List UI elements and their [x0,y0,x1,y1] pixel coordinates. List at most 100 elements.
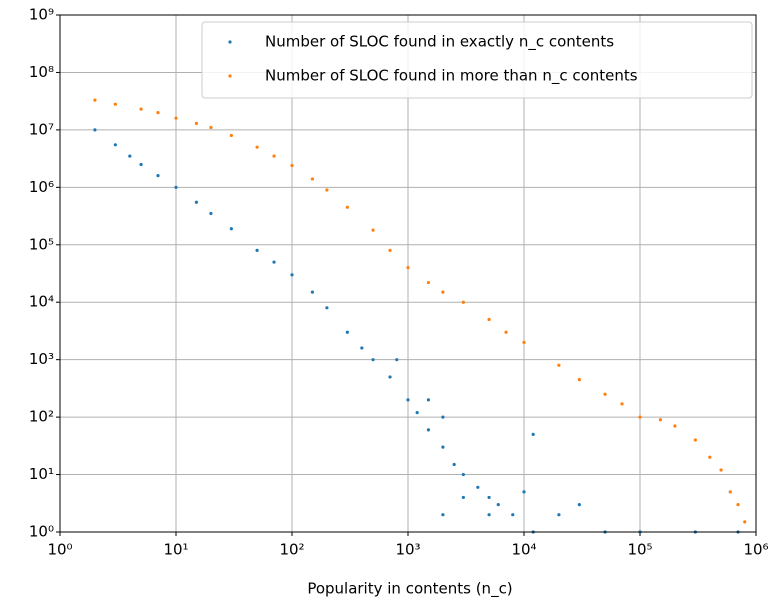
point [406,266,410,270]
point [371,358,375,362]
point [658,418,663,422]
point [557,513,561,517]
legend-marker [228,74,232,78]
x-tick-label: 10² [279,541,304,559]
y-tick-label: 10⁶ [29,178,54,196]
x-tick-label: 10¹ [163,541,188,559]
point [310,290,315,294]
point [736,502,740,507]
point [452,462,456,467]
point [461,495,465,500]
point [113,143,117,147]
point [156,110,160,115]
point [113,102,117,106]
point [310,177,315,181]
point [229,227,233,231]
x-tick-label: 10⁵ [627,541,652,559]
legend-box [201,21,753,99]
point [93,98,97,102]
y-tick-label: 10² [29,408,54,426]
point [728,490,732,494]
point [557,363,561,367]
point [255,248,259,252]
point [406,398,410,402]
y-tick-label: 10⁸ [29,63,54,81]
point [209,125,213,130]
point [325,188,329,192]
point [325,306,329,310]
point [620,402,624,406]
point [426,398,431,402]
point [743,520,747,524]
point [719,468,723,472]
point [504,330,508,334]
point [441,445,445,449]
point [511,513,515,517]
legend-label: Number of SLOC found in more than n_c co… [265,67,638,86]
point [487,513,491,517]
x-tick-label: 10³ [395,541,420,559]
point [441,290,445,294]
x-tick-label: 10⁴ [511,541,536,559]
point [194,121,199,125]
point [388,375,392,379]
point [461,300,465,304]
x-tick-label: 10⁶ [743,541,768,559]
point [487,317,491,322]
y-tick-label: 10⁰ [29,523,54,541]
point [426,428,431,432]
point [415,410,419,415]
x-tick-label: 10⁰ [47,541,72,559]
point [93,128,97,132]
point [174,116,178,120]
legend-marker [228,40,232,44]
point [395,358,399,362]
point [139,107,143,111]
y-tick-label: 10⁴ [29,293,54,311]
point [476,485,480,489]
point [360,346,364,350]
point [156,174,160,178]
point [522,340,526,344]
point [255,145,259,149]
point [496,502,500,507]
point [290,163,294,168]
point [461,472,465,477]
point [371,228,375,232]
point [693,438,697,442]
point [139,162,143,167]
point [638,415,642,419]
point [174,185,178,189]
point [487,495,491,500]
point [194,200,199,204]
y-tick-label: 10⁷ [29,120,54,138]
point [345,330,349,334]
plot-frame [59,14,757,533]
y-tick-label: 10⁵ [29,235,54,253]
point [128,154,132,158]
point [577,502,581,507]
legend: Number of SLOC found in exactly n_c cont… [201,21,753,99]
point [209,211,213,216]
point [441,513,445,517]
point [272,154,276,158]
point [531,432,535,437]
point [603,392,607,396]
point [388,248,392,252]
point [229,133,233,138]
y-tick-label: 10¹ [29,465,54,483]
y-tick-label: 10⁹ [29,6,54,24]
point [673,424,677,428]
point [708,455,712,459]
point [345,205,349,209]
point [290,273,294,277]
point [522,490,526,494]
y-tick-label: 10³ [29,350,54,368]
x-axis-label: Popularity in contents (n_c) [307,580,512,599]
point [577,377,581,382]
point [441,415,445,419]
point [426,280,431,285]
point [272,260,276,264]
legend-label: Number of SLOC found in exactly n_c cont… [265,33,614,52]
